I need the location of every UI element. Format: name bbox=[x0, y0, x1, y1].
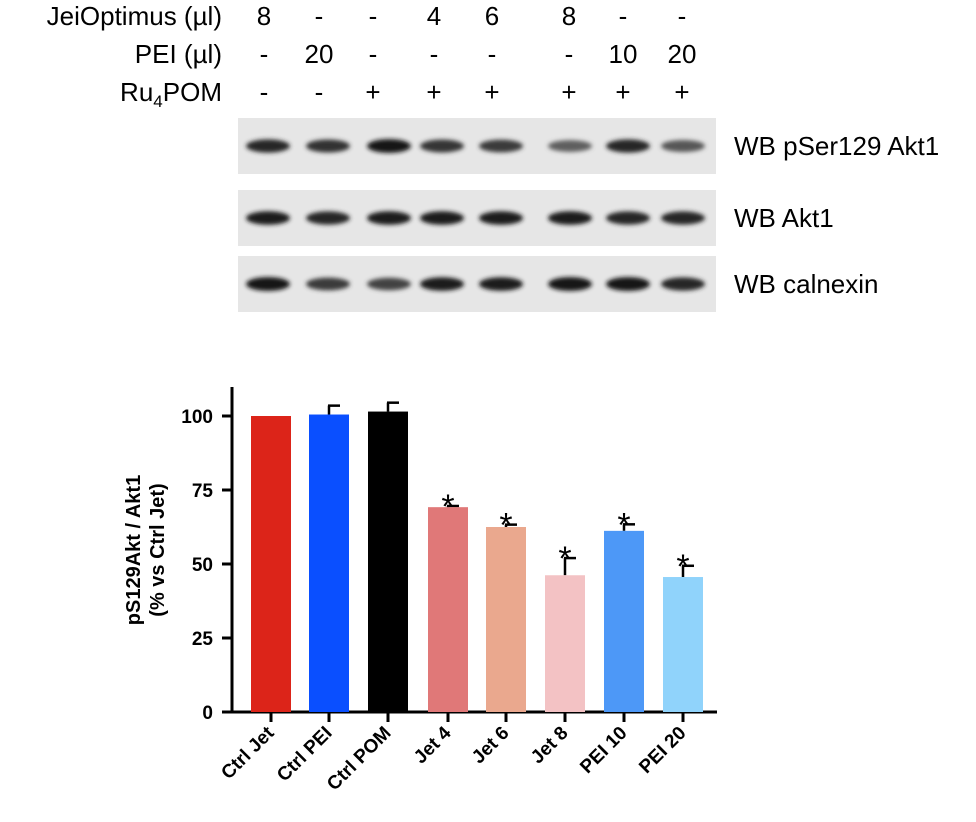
blot-label: WB Akt1 bbox=[734, 203, 834, 233]
table-cell: - bbox=[369, 1, 378, 31]
blot-band bbox=[420, 139, 464, 153]
table-cell: 4 bbox=[427, 1, 441, 31]
blot-band bbox=[548, 211, 592, 225]
blot-band bbox=[479, 277, 523, 291]
table-cell: 8 bbox=[562, 1, 576, 31]
table-cell: - bbox=[260, 77, 269, 107]
table-cell: + bbox=[615, 77, 630, 107]
x-category-label: Jet 6 bbox=[468, 723, 513, 768]
bar bbox=[486, 527, 526, 712]
table-cell: - bbox=[678, 1, 687, 31]
blot-band bbox=[606, 139, 650, 153]
bar bbox=[428, 507, 468, 712]
significance-marker: * bbox=[499, 507, 512, 545]
x-category-label: PEI 10 bbox=[576, 723, 631, 778]
bar bbox=[545, 575, 585, 712]
table-cell: + bbox=[365, 77, 380, 107]
y-axis-label-line1: pS129Akt / Akt1 bbox=[123, 475, 145, 625]
table-cell: - bbox=[430, 39, 439, 69]
table-cell: - bbox=[369, 39, 378, 69]
blot-band bbox=[367, 211, 411, 225]
table-cell: 20 bbox=[668, 39, 697, 69]
y-axis-label-line2: (% vs Ctrl Jet) bbox=[147, 483, 169, 616]
table-cell: - bbox=[315, 1, 324, 31]
x-category-label: Ctrl POM bbox=[323, 723, 395, 795]
blot-band bbox=[306, 211, 350, 225]
bar bbox=[368, 411, 408, 712]
table-cell: - bbox=[565, 39, 574, 69]
blot-band bbox=[548, 140, 592, 152]
bar bbox=[309, 414, 349, 712]
blot-label: WB calnexin bbox=[734, 269, 879, 299]
blot-band bbox=[246, 139, 290, 153]
blot-panel: WB Akt1 bbox=[238, 190, 834, 246]
significance-marker: * bbox=[558, 540, 571, 578]
table-cell: - bbox=[619, 1, 628, 31]
blot-band bbox=[661, 277, 705, 291]
row-label-ru4pom: Ru4POM bbox=[120, 77, 222, 111]
bar bbox=[251, 416, 291, 712]
significance-marker: * bbox=[441, 488, 454, 526]
table-cell: 20 bbox=[305, 39, 334, 69]
blot-band bbox=[548, 277, 592, 291]
row-label-jeioptimus: JeiOptimus (µl) bbox=[47, 1, 222, 31]
table-cell: 6 bbox=[485, 1, 499, 31]
blot-band bbox=[246, 211, 290, 225]
x-category-label: Ctrl Jet bbox=[217, 722, 279, 784]
blot-band bbox=[606, 211, 650, 225]
blot-band bbox=[367, 139, 411, 153]
blot-panel: WB calnexin bbox=[238, 256, 879, 312]
bar-chart: pS129Akt / Akt1 (% vs Ctrl Jet) 0 25 50 75 1… bbox=[123, 387, 717, 795]
blot-band bbox=[661, 140, 705, 152]
table-cell: 8 bbox=[257, 1, 271, 31]
blot-band bbox=[606, 277, 650, 291]
significance-marker: * bbox=[676, 548, 689, 586]
table-cell: + bbox=[484, 77, 499, 107]
table-cell: 10 bbox=[609, 39, 638, 69]
blot-label: WB pSer129 Akt1 bbox=[734, 131, 939, 161]
western-blot-panels: WB pSer129 Akt1 WB Akt1 WB calnexin bbox=[238, 118, 939, 312]
blot-band bbox=[367, 277, 411, 291]
blot-band bbox=[246, 277, 290, 291]
x-category-label: PEI 20 bbox=[635, 723, 690, 778]
table-cell: + bbox=[426, 77, 441, 107]
bar bbox=[604, 530, 644, 712]
blot-band bbox=[479, 139, 523, 153]
row-label-pei: PEI (µl) bbox=[135, 39, 222, 69]
blot-band bbox=[306, 277, 350, 291]
y-tick-label: 75 bbox=[192, 481, 214, 502]
blot-band bbox=[420, 277, 464, 291]
y-tick-label: 50 bbox=[192, 555, 213, 576]
significance-marker: * bbox=[617, 506, 630, 544]
table-cell: - bbox=[260, 39, 269, 69]
table-cell: - bbox=[488, 39, 497, 69]
treatment-table: JeiOptimus (µl) PEI (µl) Ru4POM 8 - - 4 6 8 - -… bbox=[47, 1, 697, 111]
y-tick-label: 100 bbox=[181, 407, 213, 428]
y-tick-label: 0 bbox=[202, 703, 213, 724]
y-tick-label: 25 bbox=[192, 629, 214, 650]
x-category-label: Jet 4 bbox=[410, 722, 456, 768]
blot-band bbox=[661, 211, 705, 225]
blot-band bbox=[420, 211, 464, 225]
bar bbox=[663, 577, 703, 712]
blot-band bbox=[306, 139, 350, 153]
blot-band bbox=[479, 211, 523, 225]
table-cell: + bbox=[674, 77, 689, 107]
blot-panel: WB pSer129 Akt1 bbox=[238, 118, 939, 174]
table-cell: + bbox=[561, 77, 576, 107]
x-category-label: Jet 8 bbox=[527, 723, 572, 768]
table-cell: - bbox=[315, 77, 324, 107]
